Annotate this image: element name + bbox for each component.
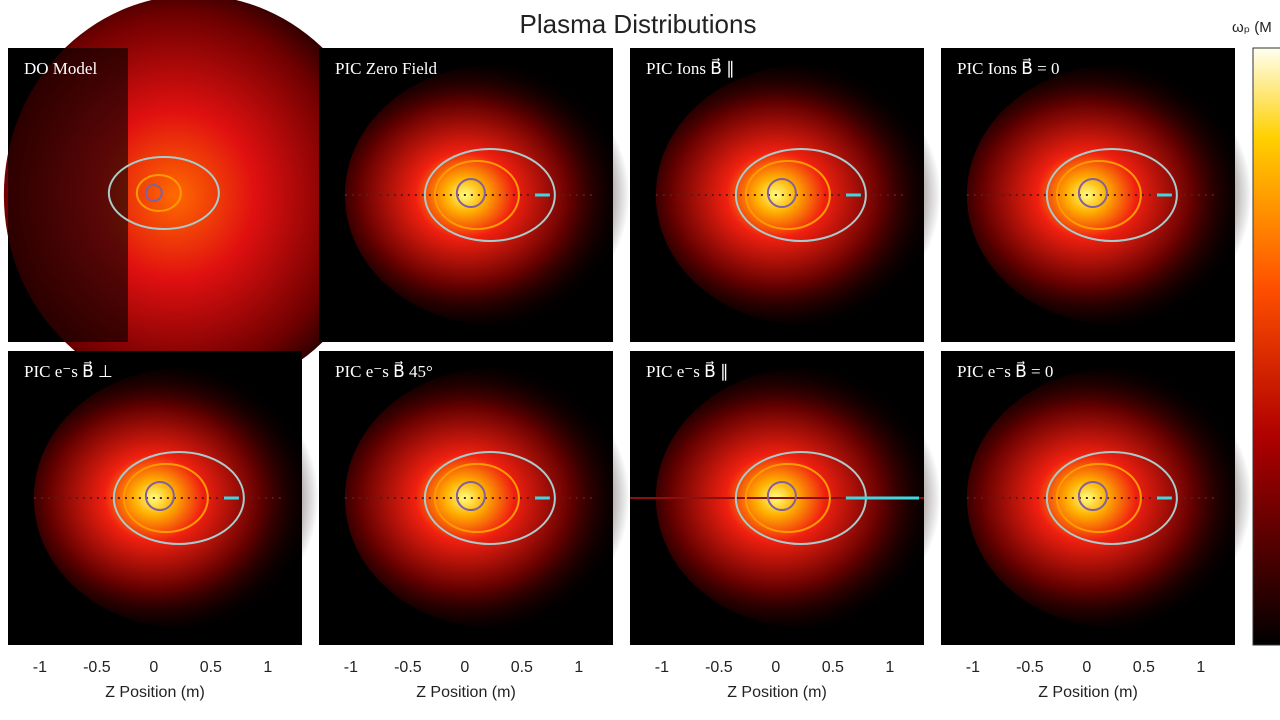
x-tick-label: 1: [574, 659, 583, 676]
contour: [1077, 481, 1108, 511]
x-tick-label: -0.5: [705, 659, 733, 676]
contour: [433, 463, 520, 533]
contour: [766, 481, 797, 511]
x-tick-label: -1: [966, 659, 980, 676]
panel-title: PIC Zero Field: [335, 59, 437, 78]
contour: [744, 160, 831, 230]
x-tick-label: 0: [149, 659, 158, 676]
contour: [455, 178, 486, 208]
x-tick-label: 0.5: [200, 659, 222, 676]
x-axis-label: Z Position (m): [727, 684, 827, 701]
colorbar: [1252, 47, 1280, 646]
contour: [144, 184, 163, 202]
panel-title: PIC e⁻s B⃗ ⊥: [24, 361, 113, 381]
plasma-glow: [344, 368, 645, 628]
x-axis-label: Z Position (m): [416, 684, 516, 701]
contour: [766, 178, 797, 208]
contour: [144, 481, 175, 511]
contour: [455, 481, 486, 511]
panel-title: PIC Ions B⃗ = 0: [957, 58, 1059, 78]
plasma-glow: [966, 368, 1267, 628]
x-tick-label: 0.5: [1133, 659, 1155, 676]
contour: [1045, 148, 1178, 242]
panel-title: PIC Ions B⃗ ∥: [646, 58, 735, 78]
plasma-glow: [344, 65, 645, 325]
x-tick-label: -1: [655, 659, 669, 676]
panel-title: PIC e⁻s B⃗ ∥: [646, 361, 729, 381]
x-axis-label: Z Position (m): [105, 684, 205, 701]
contour: [1045, 451, 1178, 545]
contour: [744, 463, 831, 533]
contour: [135, 174, 182, 212]
contour: [1055, 160, 1142, 230]
chart-title: Plasma Distributions: [520, 9, 757, 39]
contour: [1055, 463, 1142, 533]
plasma-glow: [33, 368, 334, 628]
contour: [423, 451, 556, 545]
panel-title: DO Model: [24, 59, 97, 78]
plasma-glow: [655, 65, 956, 325]
x-tick-label: 0.5: [822, 659, 844, 676]
x-tick-label: 1: [885, 659, 894, 676]
x-tick-label: 0: [460, 659, 469, 676]
x-tick-label: -0.5: [394, 659, 422, 676]
contour: [734, 148, 867, 242]
contour: [112, 451, 245, 545]
x-tick-label: 0.5: [511, 659, 533, 676]
x-tick-label: -1: [33, 659, 47, 676]
contour: [423, 148, 556, 242]
panel-title: PIC e⁻s B⃗ = 0: [957, 361, 1053, 381]
contour: [107, 156, 220, 230]
x-tick-label: -1: [344, 659, 358, 676]
x-tick-label: 1: [1196, 659, 1205, 676]
x-tick-label: -0.5: [1016, 659, 1044, 676]
x-tick-label: 0: [1082, 659, 1091, 676]
panel-title: PIC e⁻s B⃗ 45°: [335, 361, 433, 381]
contour: [1077, 178, 1108, 208]
x-tick-label: 1: [263, 659, 272, 676]
plasma-glow: [966, 65, 1267, 325]
x-axis-label: Z Position (m): [1038, 684, 1138, 701]
heatmap-mask: [8, 48, 128, 342]
x-tick-label: -0.5: [83, 659, 111, 676]
x-tick-label: 0: [771, 659, 780, 676]
contour: [122, 463, 209, 533]
contour: [433, 160, 520, 230]
colorbar-label: ωₚ (M: [1232, 19, 1272, 36]
